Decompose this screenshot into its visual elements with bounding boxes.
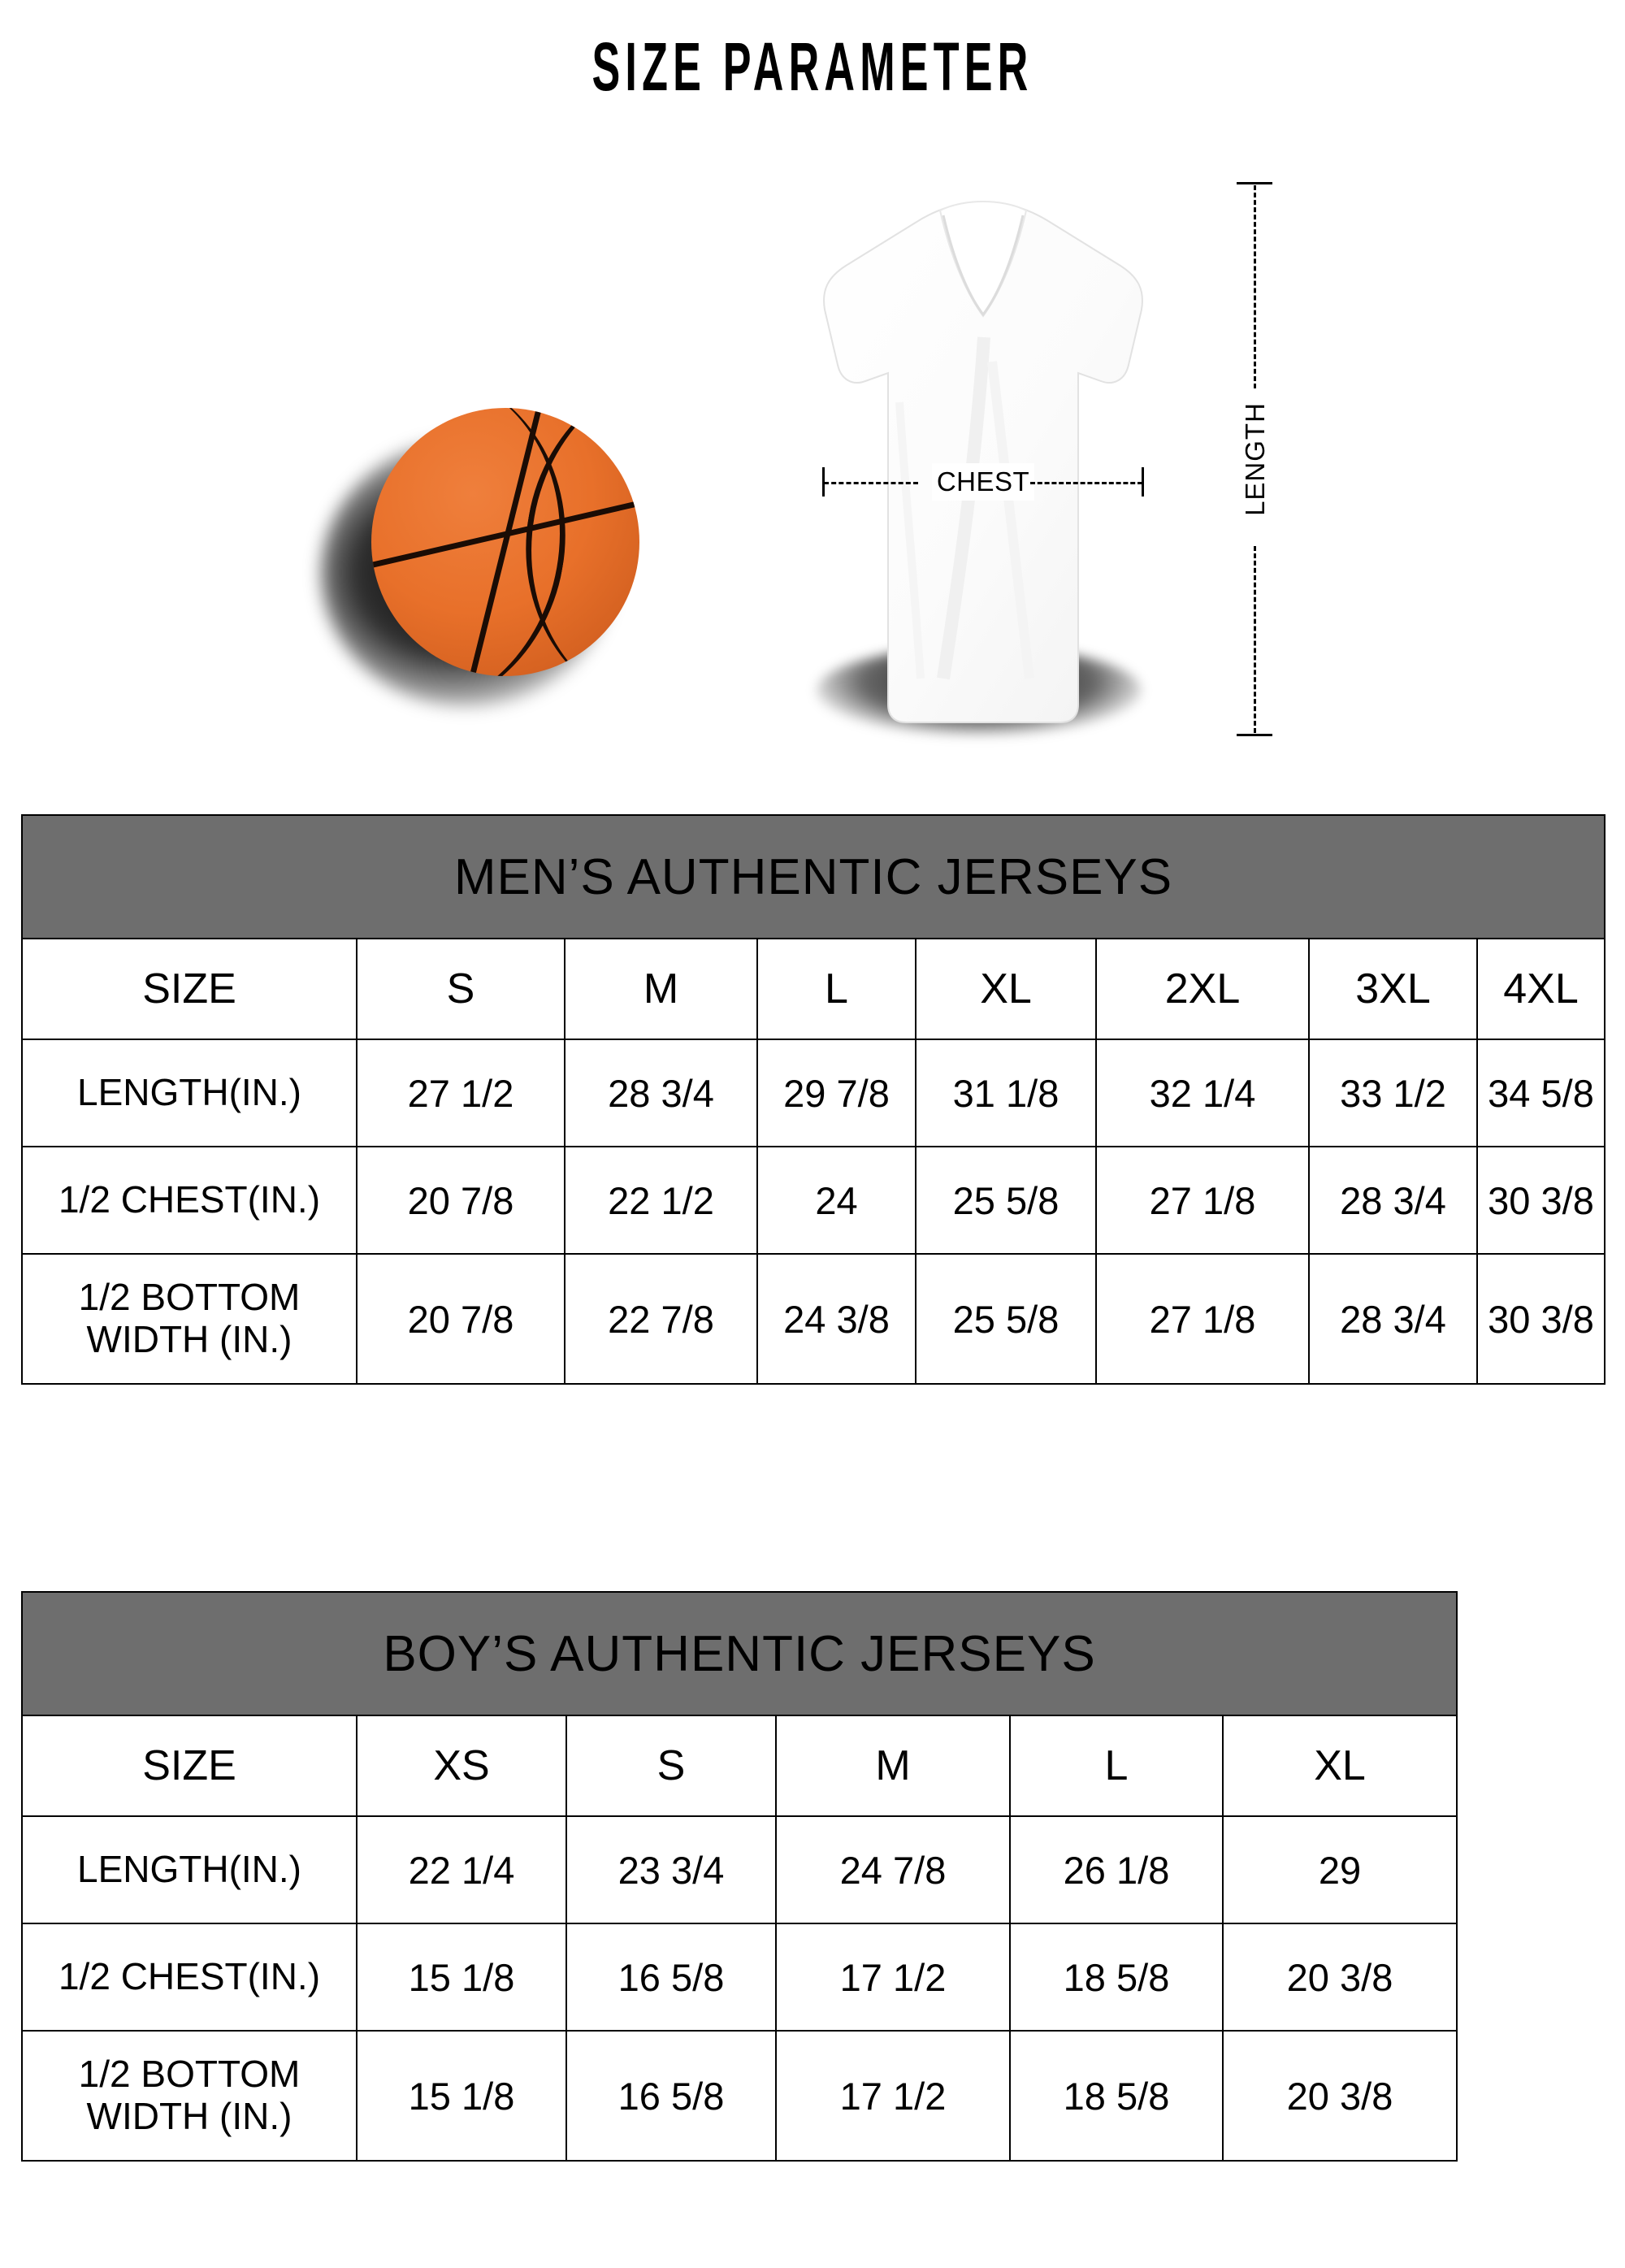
- table-cell: 27 1/8: [1095, 1253, 1310, 1385]
- mens-row-label-chest: 1/2 CHEST(IN.): [21, 1146, 358, 1255]
- table-cell: 20 7/8: [356, 1253, 566, 1385]
- chest-cap-left: [822, 467, 825, 497]
- boys-header-size: SIZE: [21, 1715, 358, 1817]
- chest-label: CHEST: [931, 463, 1035, 501]
- table-cell: 18 5/8: [1009, 2030, 1224, 2162]
- table-cell: 16 5/8: [566, 1923, 777, 2032]
- table-cell: 23 3/4: [566, 1815, 777, 1924]
- table-cell: 28 3/4: [1308, 1253, 1478, 1385]
- length-dash-bottom: [1254, 546, 1256, 733]
- mens-banner-row: MEN’S AUTHENTIC JERSEYS: [21, 814, 1606, 939]
- table-row: 1/2 BOTTOM WIDTH (IN.) 15 1/8 16 5/8 17 …: [21, 2030, 1458, 2162]
- boys-header-xs: XS: [356, 1715, 567, 1817]
- table-cell: 22 1/2: [564, 1146, 758, 1255]
- table-cell: 27 1/2: [356, 1039, 566, 1147]
- label-line-2: WIDTH (IN.): [86, 2095, 292, 2137]
- table-cell: 20 7/8: [356, 1146, 566, 1255]
- jersey-illustration: [792, 191, 1174, 760]
- mens-header-l: L: [756, 938, 916, 1040]
- mens-header-3xl: 3XL: [1308, 938, 1478, 1040]
- table-cell: 34 5/8: [1476, 1039, 1606, 1147]
- boys-header-s: S: [566, 1715, 777, 1817]
- boys-header-m: M: [775, 1715, 1011, 1817]
- illustration-band: CHEST LENGTH: [0, 146, 1625, 796]
- length-dimension-line: LENGTH: [1219, 179, 1292, 739]
- table-row: 1/2 CHEST(IN.) 15 1/8 16 5/8 17 1/2 18 5…: [21, 1923, 1458, 2032]
- mens-size-table: MEN’S AUTHENTIC JERSEYS SIZE S M L XL 2X…: [21, 814, 1606, 1385]
- page-title: SIZE PARAMETER: [592, 28, 1034, 105]
- table-cell: 24 3/8: [756, 1253, 916, 1385]
- table-cell: 28 3/4: [564, 1039, 758, 1147]
- mens-header-xl: XL: [915, 938, 1097, 1040]
- table-cell: 27 1/8: [1095, 1146, 1310, 1255]
- label-line-1: 1/2 BOTTOM: [78, 2053, 301, 2096]
- mens-row-label-bottom-width: 1/2 BOTTOM WIDTH (IN.): [21, 1253, 358, 1385]
- label-line-2: WIDTH (IN.): [86, 1318, 292, 1360]
- chest-dash-left: [824, 482, 918, 484]
- mens-header-2xl: 2XL: [1095, 938, 1310, 1040]
- boys-header-xl: XL: [1221, 1715, 1458, 1817]
- basketball-icon: [321, 390, 695, 731]
- table-cell: 16 5/8: [566, 2030, 777, 2162]
- boys-size-table: BOY’S AUTHENTIC JERSEYS SIZE XS S M L XL…: [20, 1591, 1458, 2162]
- label-line-1: 1/2 BOTTOM: [78, 1276, 301, 1319]
- table-row: 1/2 BOTTOM WIDTH (IN.) 20 7/8 22 7/8 24 …: [21, 1253, 1606, 1385]
- boys-header-row: SIZE XS S M L XL: [21, 1715, 1458, 1817]
- table-cell: 32 1/4: [1095, 1039, 1310, 1147]
- table-row: LENGTH(IN.) 22 1/4 23 3/4 24 7/8 26 1/8 …: [21, 1815, 1458, 1924]
- table-cell: 28 3/4: [1308, 1146, 1478, 1255]
- table-cell: 29: [1221, 1815, 1458, 1924]
- table-cell: 15 1/8: [356, 1923, 567, 2032]
- boys-header-l: L: [1009, 1715, 1224, 1817]
- chest-cap-right: [1142, 467, 1144, 497]
- boys-banner-row: BOY’S AUTHENTIC JERSEYS: [20, 1591, 1458, 1716]
- table-cell: 17 1/2: [775, 1923, 1011, 2032]
- table-cell: 30 3/8: [1476, 1146, 1606, 1255]
- mens-header-4xl: 4XL: [1476, 938, 1606, 1040]
- table-cell: 30 3/8: [1476, 1253, 1606, 1385]
- table-cell: 25 5/8: [915, 1253, 1097, 1385]
- table-row: LENGTH(IN.) 27 1/2 28 3/4 29 7/8 31 1/8 …: [21, 1039, 1606, 1147]
- table-cell: 22 7/8: [564, 1253, 758, 1385]
- table-cell: 22 1/4: [356, 1815, 567, 1924]
- boys-row-label-length: LENGTH(IN.): [21, 1815, 358, 1924]
- length-cap-bottom: [1237, 734, 1272, 736]
- table-cell: 31 1/8: [915, 1039, 1097, 1147]
- mens-row-label-length: LENGTH(IN.): [21, 1039, 358, 1147]
- boys-row-label-chest: 1/2 CHEST(IN.): [21, 1923, 358, 2032]
- mens-header-s: S: [356, 938, 566, 1040]
- table-cell: 24: [756, 1146, 916, 1255]
- table-cell: 18 5/8: [1009, 1923, 1224, 2032]
- mens-header-row: SIZE S M L XL 2XL 3XL 4XL: [21, 938, 1606, 1040]
- jersey-shape: [823, 200, 1143, 723]
- table-cell: 26 1/8: [1009, 1815, 1224, 1924]
- length-dash-top: [1254, 185, 1256, 388]
- length-cap-top: [1237, 182, 1272, 184]
- mens-header-size: SIZE: [21, 938, 358, 1040]
- mens-banner: MEN’S AUTHENTIC JERSEYS: [21, 814, 1606, 939]
- table-cell: 15 1/8: [356, 2030, 567, 2162]
- basketball-sphere: [371, 408, 639, 676]
- table-cell: 20 3/8: [1221, 2030, 1458, 2162]
- table-cell: 20 3/8: [1221, 1923, 1458, 2032]
- boys-banner: BOY’S AUTHENTIC JERSEYS: [20, 1591, 1458, 1716]
- length-label: LENGTH: [1233, 399, 1277, 519]
- table-cell: 29 7/8: [756, 1039, 916, 1147]
- chest-dash-right: [1030, 482, 1142, 484]
- chest-dimension-line: CHEST: [821, 463, 1146, 501]
- mens-header-m: M: [564, 938, 758, 1040]
- table-cell: 24 7/8: [775, 1815, 1011, 1924]
- boys-row-label-bottom-width: 1/2 BOTTOM WIDTH (IN.): [21, 2030, 358, 2162]
- table-cell: 25 5/8: [915, 1146, 1097, 1255]
- table-cell: 33 1/2: [1308, 1039, 1478, 1147]
- table-row: 1/2 CHEST(IN.) 20 7/8 22 1/2 24 25 5/8 2…: [21, 1146, 1606, 1255]
- table-cell: 17 1/2: [775, 2030, 1011, 2162]
